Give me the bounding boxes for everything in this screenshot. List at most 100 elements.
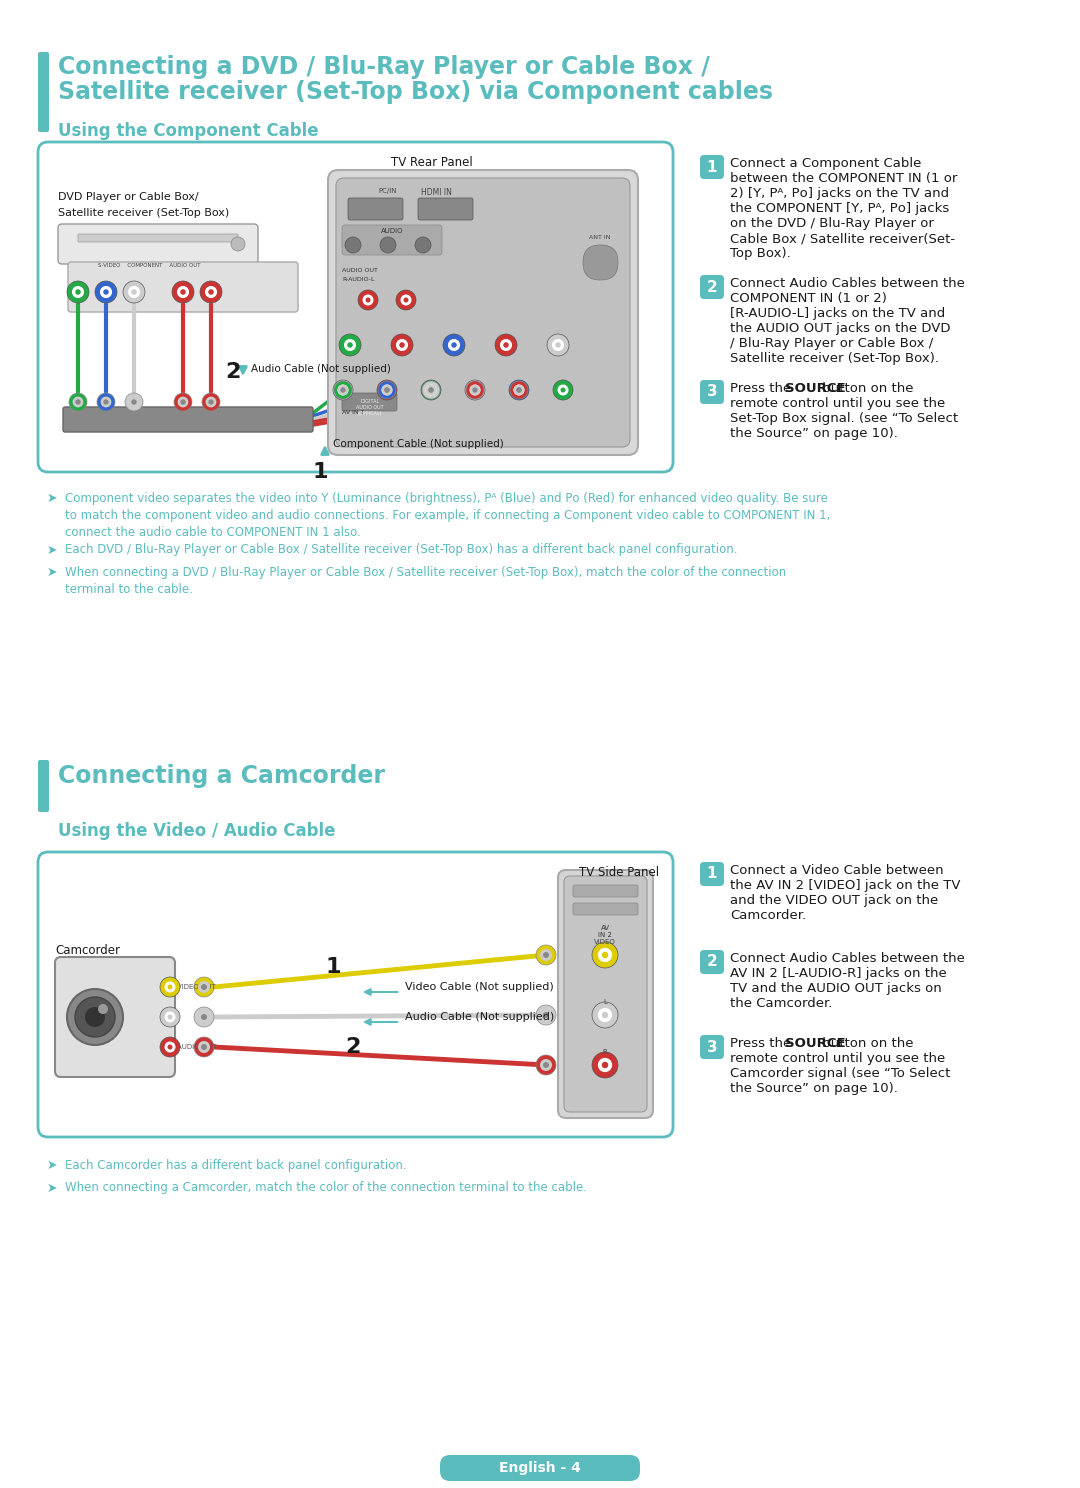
Text: Video Cable (Not supplied): Video Cable (Not supplied) [405, 982, 554, 992]
Circle shape [426, 384, 436, 396]
Circle shape [429, 387, 433, 393]
Text: the Source” on page 10).: the Source” on page 10). [730, 1082, 897, 1095]
Circle shape [167, 1015, 173, 1019]
FancyBboxPatch shape [700, 379, 724, 405]
Text: AUDIO OUT: AUDIO OUT [342, 268, 378, 272]
Text: SOURCE: SOURCE [785, 1037, 846, 1051]
Circle shape [205, 286, 217, 298]
Text: 2: 2 [225, 362, 241, 382]
Text: on the DVD / Blu-Ray Player or: on the DVD / Blu-Ray Player or [730, 217, 934, 231]
Text: ➤: ➤ [48, 543, 57, 557]
Circle shape [174, 393, 192, 411]
Circle shape [164, 1012, 175, 1022]
Circle shape [177, 397, 188, 408]
Text: Component Cable (Not supplied): Component Cable (Not supplied) [333, 439, 503, 449]
FancyBboxPatch shape [342, 393, 397, 411]
Circle shape [167, 985, 173, 990]
Circle shape [540, 949, 552, 961]
Circle shape [194, 1007, 214, 1027]
Circle shape [160, 978, 180, 997]
FancyBboxPatch shape [558, 870, 653, 1117]
FancyBboxPatch shape [55, 957, 175, 1077]
Circle shape [543, 1062, 549, 1068]
FancyBboxPatch shape [78, 234, 238, 243]
Circle shape [552, 339, 564, 351]
Circle shape [555, 342, 561, 348]
Circle shape [543, 952, 549, 958]
Text: AV
IN 2: AV IN 2 [598, 926, 612, 937]
Text: 2: 2 [706, 280, 717, 295]
Circle shape [378, 381, 396, 399]
Circle shape [465, 381, 484, 399]
Text: TV and the AUDIO OUT jacks on: TV and the AUDIO OUT jacks on [730, 982, 942, 995]
Text: the COMPONENT [Y, Pᴬ, Pᴏ] jacks: the COMPONENT [Y, Pᴬ, Pᴏ] jacks [730, 202, 949, 214]
Text: Connect a Video Cable between: Connect a Video Cable between [730, 865, 944, 876]
Text: Top Box).: Top Box). [730, 247, 791, 260]
Circle shape [100, 397, 111, 408]
Circle shape [132, 289, 137, 295]
Text: 3: 3 [706, 1040, 717, 1055]
Text: 1: 1 [312, 461, 327, 482]
FancyBboxPatch shape [68, 262, 298, 312]
Circle shape [426, 384, 436, 396]
Circle shape [95, 281, 117, 304]
FancyBboxPatch shape [700, 155, 724, 179]
Circle shape [172, 281, 194, 304]
FancyBboxPatch shape [583, 246, 618, 280]
FancyBboxPatch shape [700, 949, 724, 975]
Circle shape [85, 1007, 105, 1027]
Circle shape [67, 990, 123, 1045]
FancyBboxPatch shape [342, 225, 442, 254]
FancyBboxPatch shape [38, 760, 49, 812]
Circle shape [396, 339, 408, 351]
Text: Press the: Press the [730, 1037, 796, 1051]
Circle shape [160, 1007, 180, 1027]
Circle shape [561, 387, 566, 393]
Circle shape [72, 286, 84, 298]
Circle shape [384, 387, 390, 393]
Circle shape [448, 339, 460, 351]
Text: Camcorder signal (see “To Select: Camcorder signal (see “To Select [730, 1067, 950, 1080]
Text: AUDIO OUT: AUDIO OUT [177, 1045, 216, 1051]
Text: / Blu-Ray Player or Cable Box /: / Blu-Ray Player or Cable Box / [730, 336, 933, 350]
Text: Set-Top Box signal. (see “To Select: Set-Top Box signal. (see “To Select [730, 412, 958, 426]
Circle shape [391, 333, 413, 356]
Circle shape [404, 298, 408, 302]
FancyBboxPatch shape [328, 170, 638, 455]
Circle shape [201, 1045, 207, 1051]
Text: 1: 1 [325, 957, 340, 978]
Text: ➤: ➤ [48, 1181, 57, 1195]
Circle shape [473, 387, 477, 393]
Text: ➤: ➤ [48, 565, 57, 579]
Circle shape [495, 333, 517, 356]
Circle shape [465, 379, 485, 400]
Text: 2: 2 [345, 1037, 361, 1056]
FancyBboxPatch shape [573, 885, 638, 897]
Circle shape [177, 286, 189, 298]
Circle shape [333, 379, 353, 400]
Circle shape [208, 289, 214, 295]
Text: DIGITAL
AUDIO OUT
(OPTICAL): DIGITAL AUDIO OUT (OPTICAL) [356, 399, 383, 415]
Text: 2: 2 [706, 954, 717, 970]
Circle shape [76, 399, 81, 405]
FancyBboxPatch shape [418, 198, 473, 220]
FancyBboxPatch shape [700, 275, 724, 299]
Text: TV Rear Panel: TV Rear Panel [391, 156, 473, 170]
Circle shape [510, 381, 528, 399]
Circle shape [200, 281, 222, 304]
Circle shape [231, 237, 245, 251]
Circle shape [381, 384, 392, 396]
Circle shape [69, 393, 87, 411]
Text: Connecting a Camcorder: Connecting a Camcorder [58, 763, 384, 789]
Circle shape [127, 286, 140, 298]
Circle shape [598, 1007, 612, 1022]
Circle shape [384, 387, 390, 393]
Circle shape [602, 952, 608, 958]
Circle shape [602, 1062, 608, 1068]
Circle shape [164, 982, 175, 992]
Text: Camcorder.: Camcorder. [730, 909, 806, 923]
Circle shape [536, 1004, 556, 1025]
Circle shape [348, 342, 353, 348]
Circle shape [202, 393, 220, 411]
Text: Using the Component Cable: Using the Component Cable [58, 122, 319, 140]
